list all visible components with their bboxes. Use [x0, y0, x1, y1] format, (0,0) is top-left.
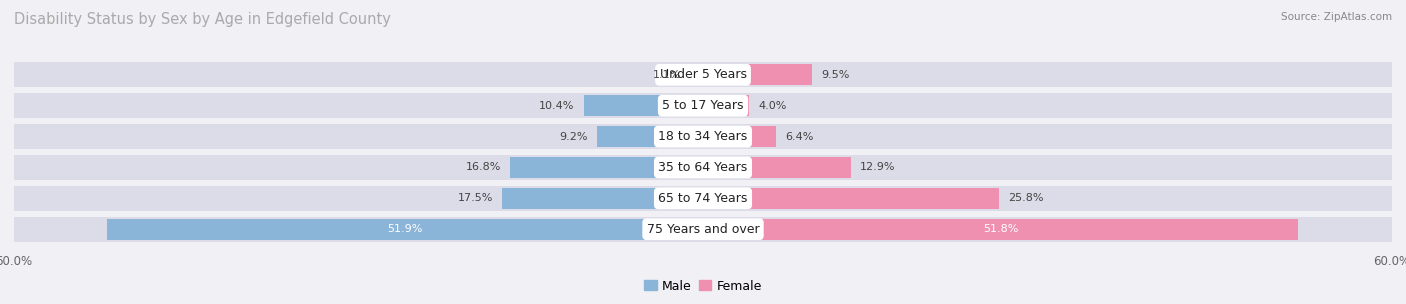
Bar [598, 126, 703, 147]
Text: 35 to 64 Years: 35 to 64 Years [658, 161, 748, 174]
Text: 25.8%: 25.8% [1008, 193, 1043, 203]
Text: 4.0%: 4.0% [758, 101, 786, 111]
Text: Source: ZipAtlas.com: Source: ZipAtlas.com [1281, 12, 1392, 22]
Text: 9.5%: 9.5% [821, 70, 849, 80]
Text: 51.9%: 51.9% [387, 224, 423, 234]
Bar [703, 126, 776, 147]
Bar [703, 157, 851, 178]
Bar [510, 157, 703, 178]
Bar [703, 124, 1392, 149]
Text: 18 to 34 Years: 18 to 34 Years [658, 130, 748, 143]
Bar [107, 219, 703, 240]
Bar [14, 155, 703, 180]
Text: 51.8%: 51.8% [983, 224, 1018, 234]
Bar [703, 95, 749, 116]
Bar [502, 188, 703, 209]
Text: 9.2%: 9.2% [560, 132, 588, 142]
Bar [14, 93, 703, 118]
Bar [703, 62, 1392, 88]
Bar [703, 93, 1392, 118]
Text: 5 to 17 Years: 5 to 17 Years [662, 99, 744, 112]
Bar [14, 186, 703, 211]
Text: 12.9%: 12.9% [860, 162, 896, 172]
Bar [690, 64, 703, 85]
Bar [14, 124, 703, 149]
Bar [703, 216, 1392, 242]
Bar [14, 62, 703, 88]
Bar [703, 155, 1392, 180]
Bar [583, 95, 703, 116]
Text: 65 to 74 Years: 65 to 74 Years [658, 192, 748, 205]
Text: Under 5 Years: Under 5 Years [659, 68, 747, 81]
Text: 1.1%: 1.1% [652, 70, 681, 80]
Text: 6.4%: 6.4% [786, 132, 814, 142]
Bar [14, 216, 703, 242]
Bar [703, 219, 1298, 240]
Text: 17.5%: 17.5% [457, 193, 494, 203]
Text: 16.8%: 16.8% [465, 162, 501, 172]
Bar [703, 64, 813, 85]
Text: 10.4%: 10.4% [538, 101, 575, 111]
Bar [703, 188, 1000, 209]
Text: 75 Years and over: 75 Years and over [647, 223, 759, 236]
Legend: Male, Female: Male, Female [640, 275, 766, 298]
Bar [703, 186, 1392, 211]
Text: Disability Status by Sex by Age in Edgefield County: Disability Status by Sex by Age in Edgef… [14, 12, 391, 27]
